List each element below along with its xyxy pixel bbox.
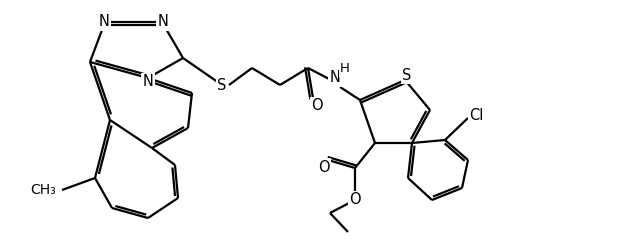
Text: N: N <box>330 70 340 86</box>
Text: N: N <box>157 14 168 30</box>
Text: N: N <box>99 14 109 30</box>
Text: Cl: Cl <box>469 108 483 122</box>
Text: N: N <box>143 74 154 90</box>
Text: S: S <box>403 68 412 82</box>
Text: CH₃: CH₃ <box>30 183 56 197</box>
Text: H: H <box>340 62 350 76</box>
Text: O: O <box>311 98 323 114</box>
Text: O: O <box>318 160 330 174</box>
Text: O: O <box>349 192 361 208</box>
Text: S: S <box>218 78 227 92</box>
